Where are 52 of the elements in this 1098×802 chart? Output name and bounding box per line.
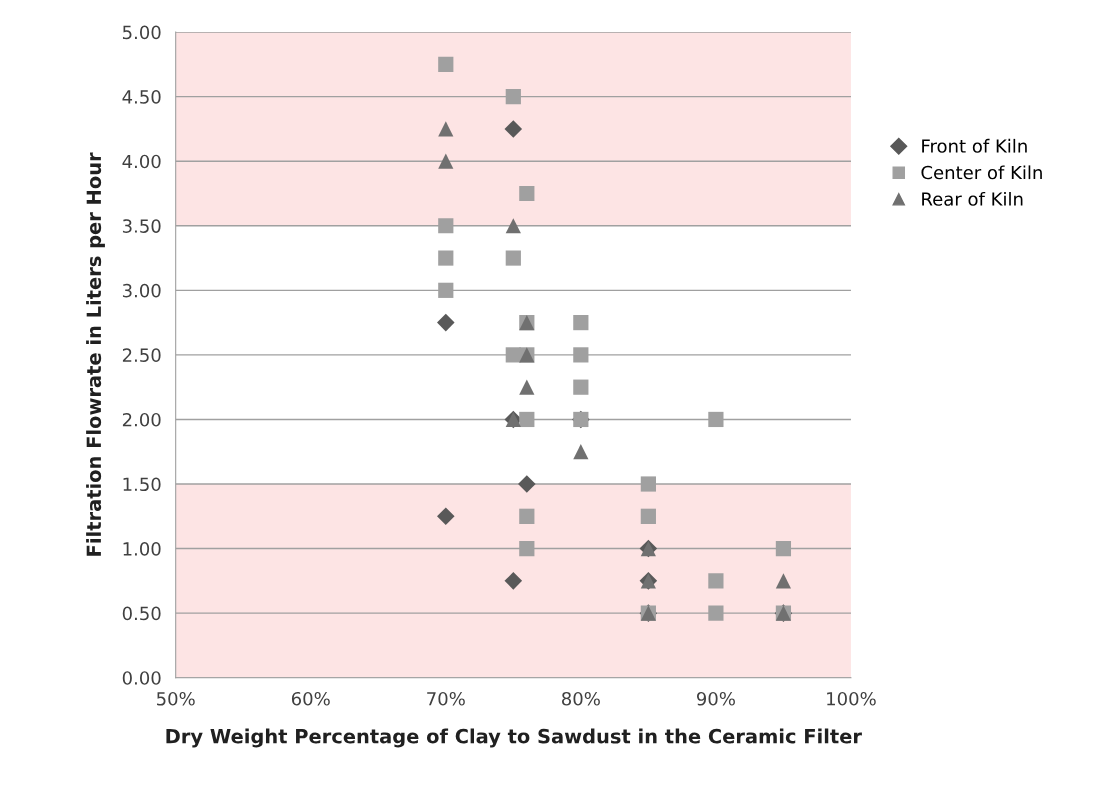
y-tick-label: 4.50 xyxy=(122,90,161,104)
point xyxy=(775,540,792,557)
y-tick-label: 1.50 xyxy=(123,477,161,492)
point xyxy=(573,315,589,331)
x-tick-label: 80% xyxy=(562,691,600,706)
x-tick-label: 90% xyxy=(696,691,735,706)
point xyxy=(438,121,454,137)
point xyxy=(775,573,792,589)
y-tick-label: 5.00 xyxy=(122,25,161,40)
point xyxy=(438,250,454,266)
y-tick-label: 2.50 xyxy=(122,348,161,362)
x-tick-label: 70% xyxy=(427,691,465,706)
point xyxy=(573,444,589,460)
legend-label: Rear of Kiln xyxy=(922,191,1023,206)
y-tick-label: 4.00 xyxy=(122,154,161,169)
legend-label: Front of Kiln xyxy=(922,138,1027,153)
y-tick-label: 0.00 xyxy=(122,671,161,685)
y-tick-label: 3.50 xyxy=(122,219,161,233)
x-tick-label: 60% xyxy=(291,691,330,706)
point xyxy=(504,572,523,590)
point xyxy=(437,507,455,526)
x-tick-label: 100% xyxy=(827,691,876,706)
point xyxy=(438,153,454,169)
point xyxy=(640,508,656,524)
point xyxy=(519,411,535,428)
point xyxy=(438,218,454,234)
point xyxy=(519,185,535,202)
point xyxy=(708,605,724,621)
point xyxy=(438,282,454,298)
y-tick-label: 1.00 xyxy=(123,542,161,556)
point xyxy=(518,475,536,493)
y-tick-label: 0.50 xyxy=(122,606,161,621)
point xyxy=(437,313,455,332)
point xyxy=(519,508,535,524)
x-axis-title: Dry Weight Percentage of Clay to Sawdust in the Ceramic Filter xyxy=(166,728,862,748)
point xyxy=(438,56,454,72)
point xyxy=(519,540,535,557)
point xyxy=(708,573,724,589)
point xyxy=(519,379,535,395)
legend-label: Center of Kiln xyxy=(921,165,1042,180)
y-axis-title: Filtration Flowrate in Liters per Hour xyxy=(86,152,105,556)
point xyxy=(504,120,523,138)
point xyxy=(505,250,521,266)
point xyxy=(505,89,521,105)
point xyxy=(708,411,724,428)
point xyxy=(573,379,589,395)
point xyxy=(640,476,656,492)
point xyxy=(505,218,521,234)
y-tick-label: 2.00 xyxy=(122,412,161,427)
point xyxy=(573,347,589,363)
x-tick-label: 50% xyxy=(157,691,195,706)
y-tick-label: 3.00 xyxy=(122,283,161,298)
